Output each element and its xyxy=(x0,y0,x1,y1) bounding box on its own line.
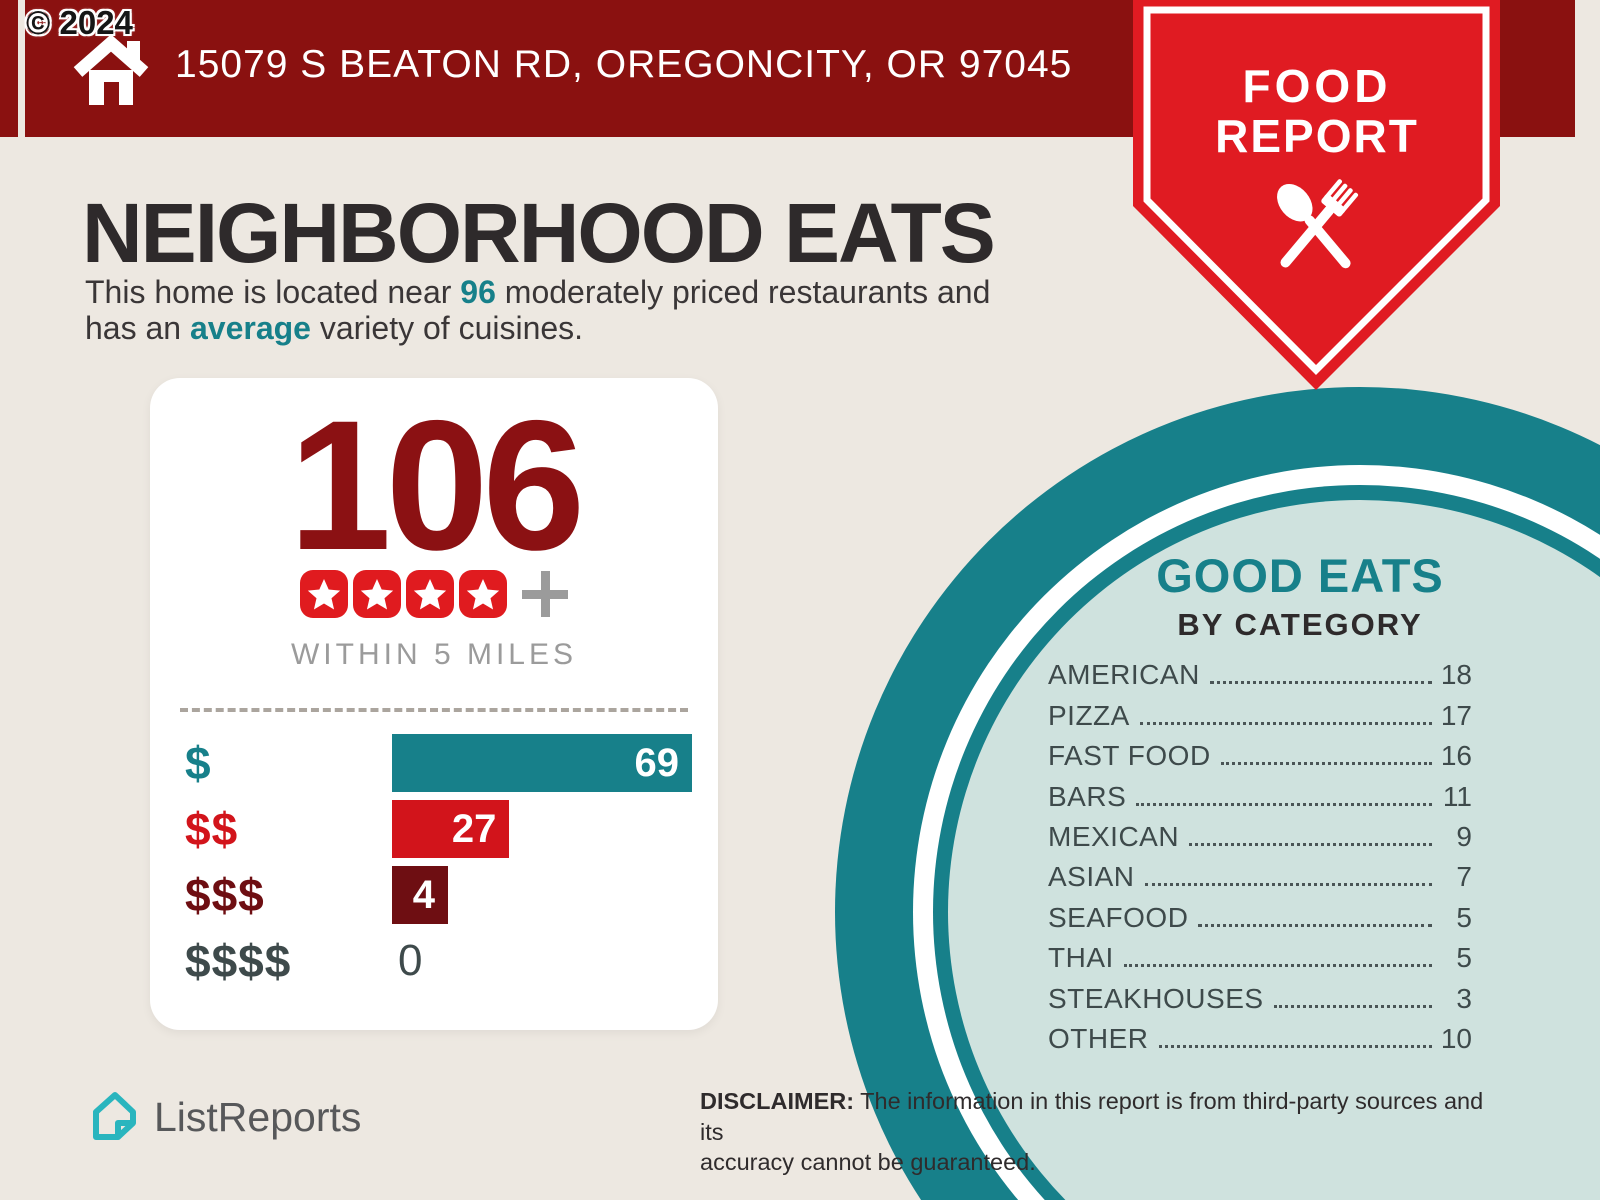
listreports-logo: ListReports xyxy=(90,1090,361,1144)
category-row: PIZZA 17 xyxy=(1048,691,1472,731)
property-address: 15079 S BEATON RD, OREGONCITY, OR 97045 xyxy=(175,43,1073,86)
category-row: FAST FOOD 16 xyxy=(1048,732,1472,772)
ribbon-line2: REPORT xyxy=(1215,110,1419,162)
price-tier-row: $$$ 4 xyxy=(185,862,692,928)
price-tier-row: $69 xyxy=(185,730,692,796)
dot-leader xyxy=(1139,721,1432,725)
good-eats-title: GOOD EATS xyxy=(1156,549,1444,602)
good-eats-subtitle: BY CATEGORY xyxy=(1177,607,1423,642)
category-count: 5 xyxy=(1456,901,1472,933)
category-row: SEAFOOD 5 xyxy=(1048,893,1472,933)
copyright: © 2024 xyxy=(26,4,133,41)
star-icon xyxy=(459,570,507,618)
disclaimer-text: The information in this report is from t… xyxy=(700,1088,1484,1176)
subtitle-highlight: 96 xyxy=(460,274,496,310)
category-row: MEXICAN 9 xyxy=(1048,813,1472,853)
food-report-ribbon: FOOD REPORT xyxy=(1133,0,1500,390)
restaurant-count: 106 xyxy=(288,383,586,589)
bar-track: 27 xyxy=(392,800,692,858)
dot-leader xyxy=(1220,762,1432,766)
plus-icon xyxy=(522,571,568,617)
page-subtitle: This home is located near 96 moderately … xyxy=(85,274,1115,346)
category-row: STEAKHOUSES 3 xyxy=(1048,974,1472,1014)
category-row: BARS 11 xyxy=(1048,772,1472,812)
category-list: AMERICAN 18 PIZZA 17 FAST FOOD 16 BARS 11 MEXICA… xyxy=(1048,651,1472,1055)
disclaimer: DISCLAIMER: The information in this repo… xyxy=(700,1086,1510,1178)
category-row: THAI 5 xyxy=(1048,934,1472,974)
category-label: FAST FOOD xyxy=(1048,740,1211,772)
category-row: OTHER 10 xyxy=(1048,1015,1472,1055)
star-icon xyxy=(406,570,454,618)
dot-leader xyxy=(1198,923,1432,927)
dot-leader xyxy=(1136,802,1432,806)
category-label: STEAKHOUSES xyxy=(1048,982,1264,1014)
subtitle-text: moderately priced restaurants and has an xyxy=(85,274,991,346)
listreports-logo-icon xyxy=(93,1092,136,1140)
category-label: SEAFOOD xyxy=(1048,901,1189,933)
listreports-logo-text: ListReports xyxy=(154,1093,362,1140)
category-count: 18 xyxy=(1440,659,1472,691)
star-icon xyxy=(353,570,401,618)
price-tier-chart: $69 $$ 27 $$$ 4 $$$$ 0 xyxy=(185,730,692,994)
bar: 69 xyxy=(392,734,692,792)
bar-track: 4 xyxy=(392,866,692,924)
category-row: ASIAN 7 xyxy=(1048,853,1472,893)
category-count: 9 xyxy=(1456,820,1472,852)
category-count: 16 xyxy=(1440,740,1472,772)
category-label: ASIAN xyxy=(1048,861,1135,893)
category-label: BARS xyxy=(1048,780,1127,812)
page-title: NEIGHBORHOOD EATS xyxy=(82,186,996,280)
subtitle-highlight: average xyxy=(189,310,311,346)
category-count: 5 xyxy=(1456,942,1472,974)
bar: 4 xyxy=(392,866,448,924)
dot-leader xyxy=(1144,883,1432,887)
disclaimer-label: DISCLAIMER: xyxy=(700,1088,855,1114)
radius-caption: WITHIN 5 MILES xyxy=(290,638,578,671)
category-count: 10 xyxy=(1440,1022,1472,1054)
subtitle-text: This home is located near xyxy=(85,274,461,310)
price-tier-row: $$$$ 0 xyxy=(185,928,692,994)
price-tier-label: $$$ xyxy=(185,869,265,921)
zero-value: 0 xyxy=(398,936,423,985)
category-count: 7 xyxy=(1456,861,1472,893)
bar-track: 0 xyxy=(392,932,692,990)
star-rating xyxy=(150,570,718,618)
price-tier-label: $$ xyxy=(185,803,239,855)
price-tier-label: $$$$ xyxy=(185,935,292,987)
dot-leader xyxy=(1189,842,1432,846)
category-label: THAI xyxy=(1048,942,1114,974)
good-eats-heading: GOOD EATS BY CATEGORY xyxy=(1035,548,1565,643)
ribbon-line1: FOOD xyxy=(1243,60,1392,112)
dot-leader xyxy=(1209,681,1432,685)
category-count: 17 xyxy=(1440,699,1472,731)
subtitle-text: variety of cuisines. xyxy=(310,310,584,346)
price-tier-row: $$ 27 xyxy=(185,796,692,862)
restaurant-stats-card: 106 WITHIN 5 MILES $69 $$ 27 $$$ 4 $$$$ 0 xyxy=(150,378,718,1030)
category-label: OTHER xyxy=(1048,1022,1149,1054)
bar-track: 69 xyxy=(392,734,692,792)
dashed-divider xyxy=(180,708,688,712)
star-icon xyxy=(300,570,348,618)
price-tier-label: $ xyxy=(185,737,212,789)
home-icon xyxy=(73,34,149,105)
header-left-edge xyxy=(0,0,18,137)
category-count: 3 xyxy=(1456,982,1472,1014)
category-label: PIZZA xyxy=(1048,699,1130,731)
utensils-icon xyxy=(1277,179,1359,269)
dot-leader xyxy=(1158,1044,1432,1048)
category-row: AMERICAN 18 xyxy=(1048,651,1472,691)
bar: 27 xyxy=(392,800,510,858)
category-count: 11 xyxy=(1442,780,1472,812)
dot-leader xyxy=(1123,964,1432,968)
dot-leader xyxy=(1273,1004,1432,1008)
category-label: AMERICAN xyxy=(1048,659,1200,691)
category-label: MEXICAN xyxy=(1048,820,1180,852)
